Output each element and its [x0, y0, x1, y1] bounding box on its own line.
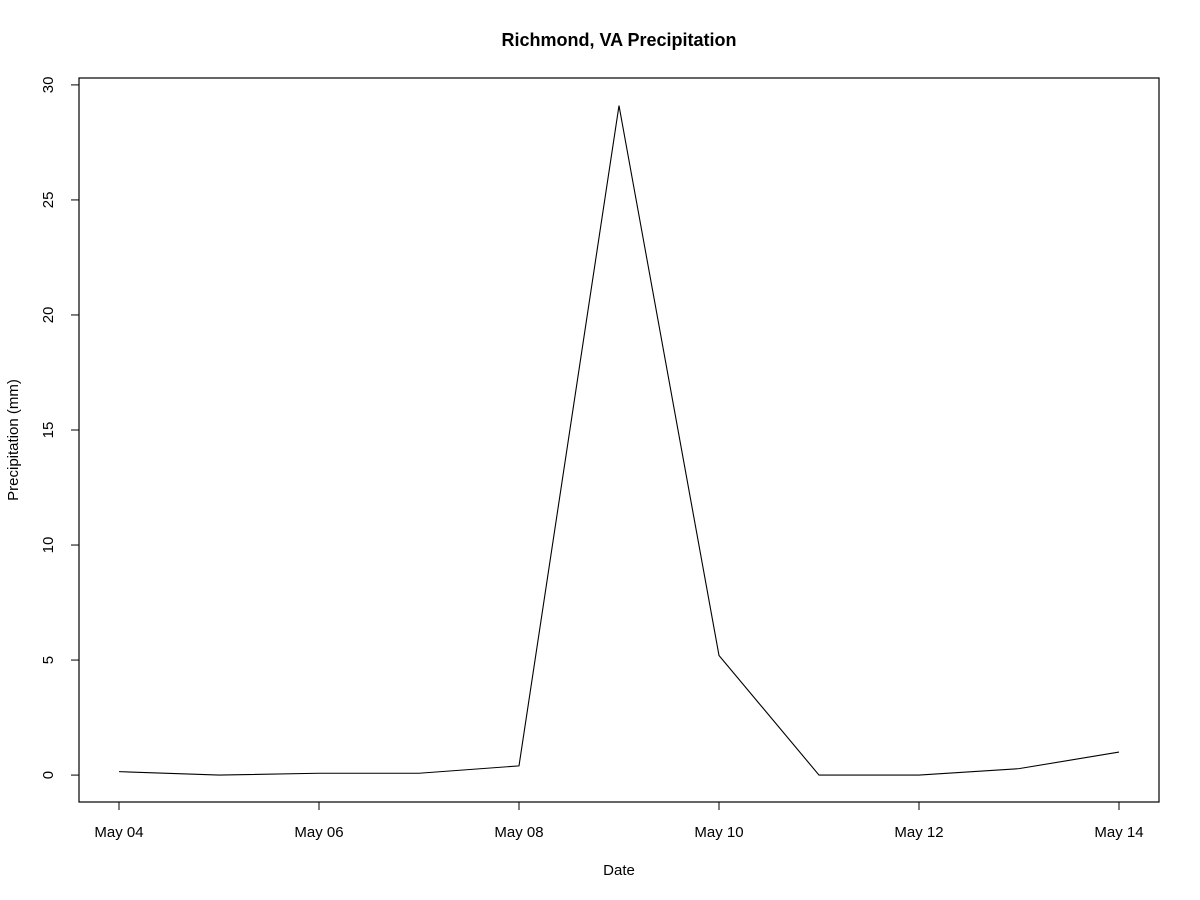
y-axis: 0 5 10 15 20 25 30	[40, 77, 79, 779]
x-tick-label: May 06	[294, 824, 343, 841]
series-line	[118, 105, 1120, 776]
y-tick-label: 5	[40, 656, 57, 664]
x-tick-label: May 12	[894, 824, 943, 841]
y-tick-label: 10	[40, 537, 57, 554]
y-tick-label: 0	[40, 771, 57, 779]
y-tick-label: 15	[40, 422, 57, 439]
x-tick-label: May 08	[494, 824, 543, 841]
y-tick-label: 25	[40, 192, 57, 209]
y-axis-label: Precipitation (mm)	[5, 379, 22, 501]
x-tick-label: May 04	[94, 824, 143, 841]
x-axis-label: Date	[603, 862, 635, 879]
x-axis: May 04 May 06 May 08 May 10 May 12 May 14	[94, 802, 1144, 841]
x-tick-label: May 10	[694, 824, 743, 841]
y-tick-label: 20	[40, 307, 57, 324]
plot-frame	[78, 77, 1160, 803]
chart-title: Richmond, VA Precipitation	[501, 30, 736, 50]
x-tick-label: May 14	[1094, 824, 1143, 841]
series-group	[118, 105, 1120, 776]
y-tick-label: 30	[40, 77, 57, 94]
